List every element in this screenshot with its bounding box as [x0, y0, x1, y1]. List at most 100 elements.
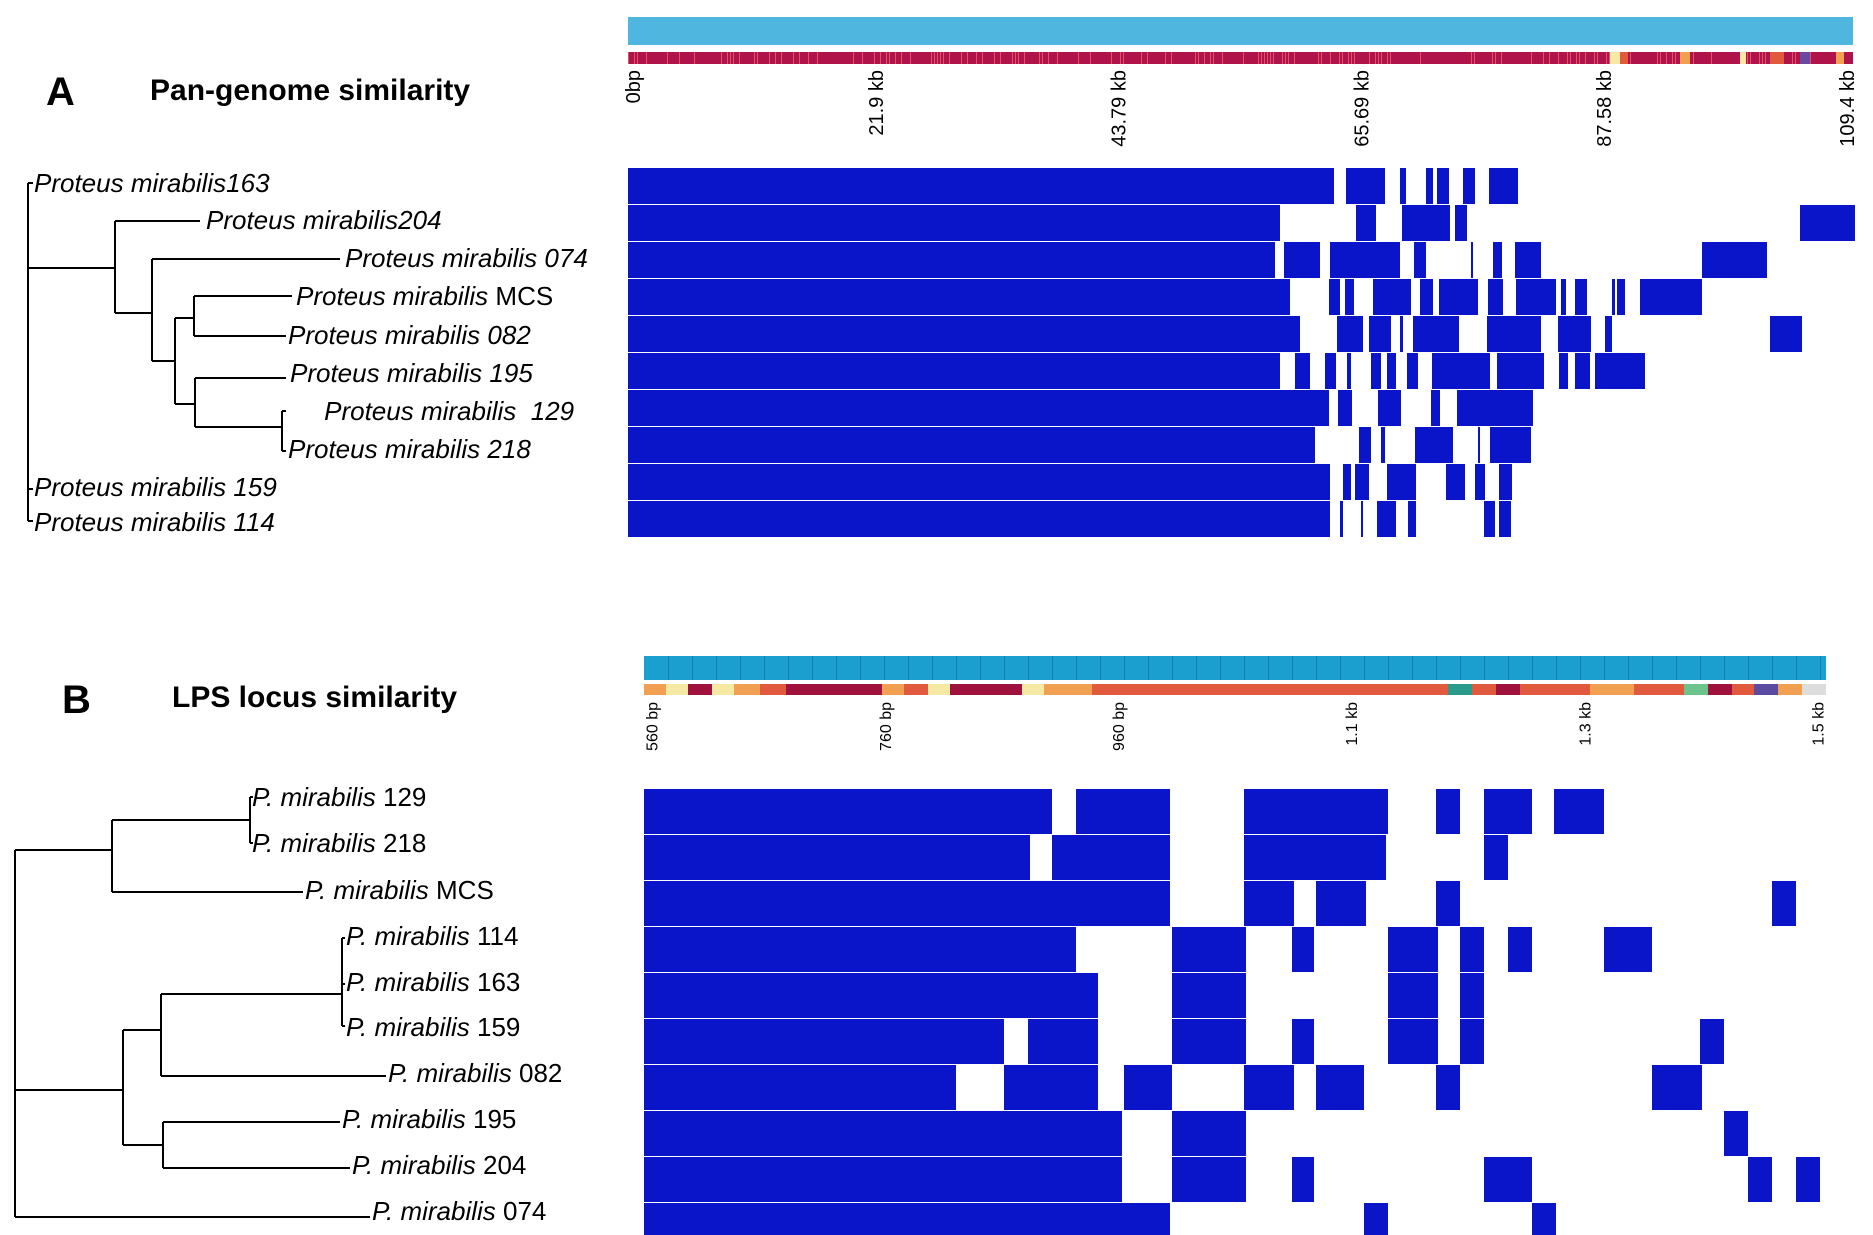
annotation-segment	[727, 52, 728, 64]
matrix-cell	[1516, 390, 1524, 426]
matrix-cell	[1575, 279, 1587, 315]
bar-divider	[1172, 656, 1173, 680]
panel-b-letter: B	[62, 678, 91, 722]
annotation-segment	[937, 52, 938, 64]
annotation-segment	[760, 684, 786, 695]
matrix-cell	[1489, 168, 1500, 204]
matrix-cell	[1347, 242, 1350, 278]
matrix-cell	[1244, 835, 1294, 880]
matrix-cell	[1343, 464, 1351, 500]
annotation-segment	[1390, 52, 1391, 64]
annotation-segment	[1471, 52, 1472, 64]
matrix-cell	[1400, 168, 1406, 204]
annotation-segment	[1057, 52, 1058, 64]
annotation-segment	[688, 684, 712, 695]
matrix-cell	[1244, 1065, 1294, 1110]
matrix-cell	[1292, 1019, 1314, 1064]
annotation-segment	[712, 684, 734, 695]
matrix-cell	[1422, 316, 1430, 352]
annotation-segment	[757, 52, 758, 64]
matrix-cell	[1482, 353, 1488, 389]
bar-divider	[1604, 656, 1605, 680]
annotation-segment	[1770, 52, 1784, 64]
annotation-segment	[1090, 52, 1091, 64]
matrix-cell	[1431, 390, 1440, 426]
annotation-segment	[1634, 684, 1684, 695]
annotation-segment	[1810, 52, 1811, 64]
bar-divider	[908, 656, 909, 680]
matrix-cell	[1475, 464, 1481, 500]
panel-a-title: Pan-genome similarity	[150, 74, 470, 107]
annotation-segment	[1141, 52, 1142, 64]
matrix-cell	[1327, 390, 1329, 426]
matrix-cell	[1518, 427, 1531, 463]
annotation-segment	[1492, 52, 1493, 64]
annotation-segment	[1261, 52, 1262, 64]
matrix-cell	[1317, 390, 1321, 426]
annotation-segment	[934, 52, 935, 64]
matrix-cell	[1508, 427, 1518, 463]
matrix-cell	[1359, 427, 1366, 463]
matrix-cell	[1028, 1019, 1098, 1064]
annotation-segment	[1740, 52, 1746, 64]
bar-divider	[1628, 656, 1629, 680]
matrix-cell	[628, 316, 1300, 352]
bar-divider	[1724, 656, 1725, 680]
matrix-cell	[628, 353, 1280, 389]
matrix-cell	[628, 168, 1330, 204]
annotation-segment	[1579, 52, 1580, 64]
annotation-segment	[808, 52, 809, 64]
annotation-segment	[961, 52, 962, 64]
annotation-segment	[1342, 52, 1343, 64]
annotation-segment	[1195, 52, 1196, 64]
matrix-cell	[1452, 279, 1459, 315]
annotation-segment	[1802, 684, 1826, 695]
matrix-cell	[1414, 242, 1426, 278]
annotation-segment	[1048, 52, 1049, 64]
annotation-segment	[889, 52, 890, 64]
matrix-cell	[1469, 168, 1475, 204]
panel-a-taxon-label: Proteus mirabilis 218	[288, 434, 531, 464]
bar-divider	[1100, 656, 1101, 680]
matrix-cell	[1330, 242, 1341, 278]
matrix-cell	[1369, 242, 1377, 278]
annotation-segment	[1543, 52, 1544, 64]
matrix-cell	[1436, 881, 1460, 926]
matrix-cell	[1387, 353, 1396, 389]
bar-divider	[1292, 656, 1293, 680]
matrix-cell	[1491, 390, 1500, 426]
matrix-cell	[628, 464, 1330, 500]
annotation-segment	[634, 52, 635, 64]
matrix-cell	[1396, 242, 1400, 278]
annotation-segment	[1693, 52, 1694, 64]
matrix-cell	[1402, 205, 1415, 241]
matrix-cell	[1436, 789, 1460, 834]
annotation-segment	[886, 52, 887, 64]
matrix-cell	[1513, 316, 1516, 352]
matrix-cell	[1437, 427, 1444, 463]
panel-a-taxon-label: Proteus mirabilis 082	[288, 320, 531, 350]
annotation-segment	[1630, 52, 1631, 64]
matrix-cell	[1436, 1065, 1460, 1110]
annotation-segment	[1321, 52, 1322, 64]
matrix-cell	[1554, 789, 1604, 834]
matrix-cell	[1595, 353, 1645, 389]
bar-divider	[980, 656, 981, 680]
annotation-segment	[793, 52, 794, 64]
matrix-cell	[1500, 168, 1518, 204]
matrix-cell	[644, 1065, 956, 1110]
axis-tick-label: 109.4 kb	[1837, 70, 1859, 147]
panel-b-taxon-label: P. mirabilis 218	[252, 828, 426, 858]
matrix-cell	[1469, 279, 1478, 315]
matrix-cell	[1364, 1203, 1388, 1235]
annotation-segment	[1018, 52, 1019, 64]
matrix-cell	[1076, 789, 1170, 834]
matrix-cell	[1407, 464, 1416, 500]
annotation-segment	[1042, 52, 1043, 64]
matrix-cell	[1325, 353, 1336, 389]
annotation-segment	[644, 684, 666, 695]
axis-tick-label: 1.1 kb	[1344, 702, 1361, 746]
matrix-cell	[1397, 464, 1407, 500]
panel-b-axis: 560 bp 760 bp 960 bp 1.1 kb 1.3 kb 1.5 kb	[645, 702, 1828, 751]
matrix-cell	[1617, 279, 1625, 315]
